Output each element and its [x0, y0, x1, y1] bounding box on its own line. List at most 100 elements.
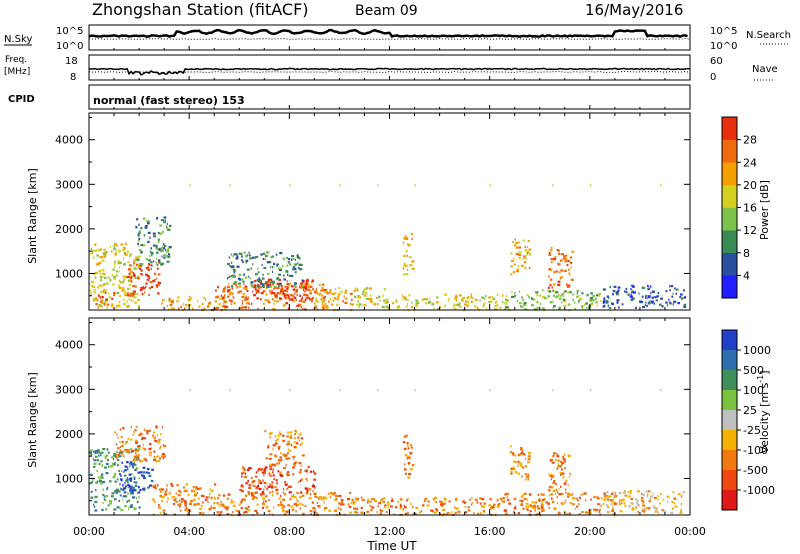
scatter-cell	[202, 495, 205, 498]
scatter-cell	[612, 505, 614, 508]
scatter-cell	[557, 466, 559, 469]
scatter-cell	[202, 512, 205, 515]
scatter-cell	[261, 283, 265, 286]
scatter-cell	[446, 512, 449, 515]
scatter-cell	[150, 267, 152, 270]
scatter-cell	[222, 298, 225, 301]
scatter-cell	[680, 508, 682, 511]
scatter-cell	[514, 471, 518, 474]
scatter-cell	[257, 487, 259, 490]
scatter-cell	[149, 484, 152, 487]
scatter-cell	[651, 290, 655, 293]
x-tick-label: 20:00	[574, 525, 606, 538]
scatter-cell	[270, 484, 273, 487]
scatter-cell	[262, 257, 265, 261]
scatter-cell	[140, 244, 143, 247]
scatter-cell	[376, 511, 378, 514]
scatter-cell	[134, 301, 138, 304]
scatter-cell	[227, 493, 231, 496]
scatter-cell	[325, 306, 329, 309]
scatter-cell	[139, 445, 141, 448]
date-label: 16/May/2016	[585, 1, 683, 19]
scatter-cell	[567, 284, 570, 287]
scatter-cell	[488, 301, 491, 304]
scatter-cell	[578, 300, 580, 303]
scatter-cell	[163, 221, 166, 224]
scatter-cell	[149, 259, 151, 262]
scatter-cell	[176, 300, 179, 303]
scatter-cell	[603, 499, 606, 502]
scatter-cell	[281, 507, 284, 510]
scatter-cell	[550, 486, 553, 489]
scatter-cell	[632, 285, 635, 288]
scatter-cell	[526, 250, 530, 254]
scatter-cell	[258, 277, 261, 280]
scatter-cell	[130, 504, 133, 507]
scatter-cell	[240, 499, 244, 502]
scatter-cell	[290, 505, 293, 508]
scatter-cell	[470, 300, 473, 303]
scatter-cell	[611, 302, 614, 305]
scatter-cell	[572, 298, 574, 301]
scatter-cell	[181, 500, 183, 503]
scatter-cell	[119, 428, 122, 431]
scatter-cell	[111, 456, 114, 459]
scatter-cell	[267, 285, 270, 288]
scatter-cell	[300, 491, 303, 494]
scatter-cell	[287, 296, 290, 299]
scatter-cell	[226, 277, 229, 280]
scatter-cell	[164, 490, 167, 493]
scatter-cell	[279, 267, 282, 270]
scatter-cell	[190, 489, 194, 492]
scatter-cell	[133, 462, 135, 465]
scatter-cell	[630, 288, 632, 291]
scatter-cell	[306, 297, 309, 300]
scatter-cell	[611, 508, 615, 511]
scatter-cell	[119, 473, 121, 476]
scatter-cell	[279, 456, 283, 459]
scatter-cell	[124, 253, 128, 256]
scatter-cell	[284, 483, 288, 486]
scatter-cell	[138, 231, 141, 234]
scatter-cell	[136, 292, 139, 296]
scatter-cell	[600, 504, 602, 507]
scatter-cell	[305, 288, 308, 291]
scatter-cell	[107, 448, 109, 451]
scatter-cell	[132, 293, 135, 296]
scatter-cell	[149, 250, 151, 253]
scatter-cell	[408, 245, 410, 248]
scatter-cell	[408, 294, 411, 297]
scatter-cell	[589, 303, 593, 306]
scatter-cell	[187, 511, 189, 514]
scatter-cell	[418, 511, 422, 514]
scatter-cell	[274, 435, 277, 438]
scatter-cell	[554, 255, 557, 259]
scatter-cell	[516, 300, 519, 303]
scatter-cell	[227, 289, 230, 292]
scatter-cell	[289, 498, 292, 501]
scatter-cell	[289, 298, 292, 301]
scatter-cell	[364, 292, 368, 295]
scatter-cell	[127, 468, 129, 471]
scatter-cell	[335, 498, 338, 501]
scatter-cell	[347, 503, 350, 506]
scatter-cell	[128, 508, 130, 511]
scatter-cell	[526, 498, 528, 502]
scatter-cell	[91, 250, 94, 253]
scatter-cell	[515, 461, 518, 464]
scatter-cell	[513, 263, 516, 266]
scatter-cell	[125, 479, 128, 482]
scatter-cell	[230, 253, 232, 256]
scatter-cell	[520, 251, 523, 254]
scatter-cell	[661, 305, 664, 308]
scatter-cell	[269, 474, 272, 477]
scatter-cell	[563, 482, 567, 485]
scatter-cell	[519, 463, 523, 466]
scatter-cell	[262, 273, 264, 276]
scatter-cell	[567, 484, 569, 487]
colorbar-tick-label: 1000	[743, 344, 771, 357]
scatter-cell	[270, 256, 273, 259]
scatter-cell	[166, 500, 168, 503]
scatter-cell	[143, 428, 146, 431]
scatter-cell	[376, 296, 378, 300]
